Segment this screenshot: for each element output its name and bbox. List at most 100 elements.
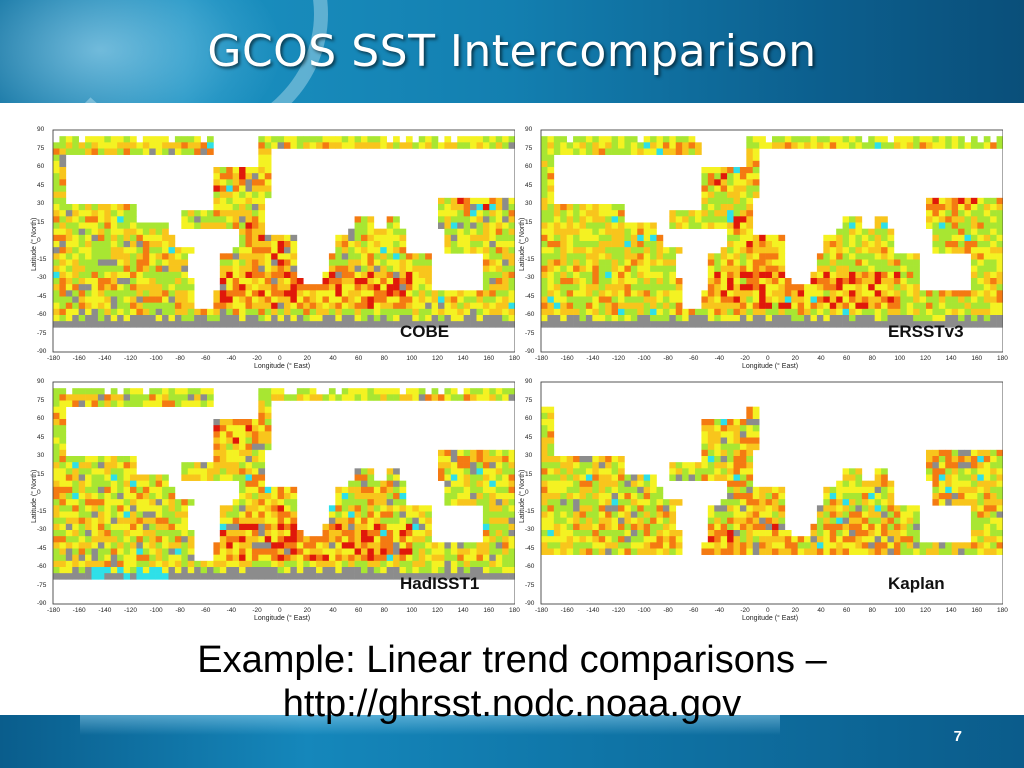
lat-tick-label: -30 xyxy=(525,274,535,281)
panel-label: Kaplan xyxy=(888,574,945,593)
slide-footer xyxy=(0,715,1024,768)
lat-tick-label: 90 xyxy=(37,378,45,385)
lon-tick-label: -40 xyxy=(714,355,725,362)
slide-caption: Example: Linear trend comparisons – http… xyxy=(0,638,1024,726)
slide-title: GCOS SST Intercomparison xyxy=(207,26,817,77)
lon-tick-label: -20 xyxy=(740,355,750,362)
lon-tick-label: 60 xyxy=(843,355,851,362)
lon-tick-label: 40 xyxy=(817,607,825,614)
lon-tick-label: 0 xyxy=(766,355,770,362)
panel-label: ERSSTv3 xyxy=(888,322,964,341)
lon-tick-label: -120 xyxy=(612,355,626,362)
lon-tick-label: 160 xyxy=(971,355,983,362)
lon-tick-label: 160 xyxy=(483,355,495,362)
lat-tick-label: 45 xyxy=(525,433,533,441)
panel-label: COBE xyxy=(400,322,450,341)
y-axis-title: Latitude (° North) xyxy=(31,469,38,523)
lat-tick-label: 0 xyxy=(37,237,41,244)
lon-tick-label: -20 xyxy=(252,607,262,614)
lon-tick-label: 80 xyxy=(868,355,876,362)
y-axis-title: Latitude (° North) xyxy=(519,469,526,523)
lon-tick-label: -20 xyxy=(252,355,262,362)
lon-tick-label: -60 xyxy=(201,355,211,362)
lat-tick-label: 45 xyxy=(525,181,533,189)
lat-tick-label: 60 xyxy=(525,415,533,422)
lat-tick-label: 0 xyxy=(525,489,529,496)
lon-tick-label: 100 xyxy=(894,355,906,362)
lon-tick-label: 180 xyxy=(997,607,1008,614)
lon-tick-label: 20 xyxy=(791,355,799,362)
lon-tick-label: -100 xyxy=(637,607,651,614)
lon-tick-label: 20 xyxy=(303,355,311,362)
map-panel-cobe: 90 75 60 45 30 15 0 -15 -30 -45 -60 -75 -90 -180 -160 -… xyxy=(31,124,520,376)
footer-shine xyxy=(80,715,780,735)
lon-tick-label: 60 xyxy=(843,607,851,614)
lon-tick-label: 120 xyxy=(432,355,443,362)
lat-tick-label: 15 xyxy=(525,218,533,226)
lat-tick-label: -60 xyxy=(525,311,535,318)
x-axis-title: Longitude (° East) xyxy=(742,615,799,622)
map-panel-kaplan: 90 75 60 45 30 15 0 -15 -30 -45 -60 -75 -90 -180 -160 -… xyxy=(519,376,1008,628)
trend-map xyxy=(540,381,1003,605)
lat-tick-label: 60 xyxy=(37,163,45,170)
lat-tick-label: -30 xyxy=(37,274,47,281)
lon-tick-label: -60 xyxy=(689,355,699,362)
lon-tick-label: -140 xyxy=(586,355,600,362)
page-number: 7 xyxy=(953,728,962,745)
lat-tick-label: 30 xyxy=(37,200,45,207)
lat-tick-label: 60 xyxy=(37,415,45,422)
lat-tick-label: 15 xyxy=(525,470,533,478)
lon-tick-label: -80 xyxy=(175,355,185,362)
map-panel-hadisst1: 90 75 60 45 30 15 0 -15 -30 -45 -60 -75 -90 -180 -160 -… xyxy=(31,376,520,628)
lat-tick-label: 15 xyxy=(37,470,45,478)
lat-tick-label: -15 xyxy=(37,255,47,263)
lat-tick-label: -30 xyxy=(37,526,47,533)
lon-tick-label: -100 xyxy=(149,607,163,614)
lat-tick-label: 90 xyxy=(37,126,45,133)
lat-tick-label: 30 xyxy=(525,452,533,459)
lon-tick-label: 20 xyxy=(791,607,799,614)
lat-tick-label: -15 xyxy=(37,507,47,515)
lat-tick-label: -75 xyxy=(525,581,535,589)
lon-tick-label: 80 xyxy=(868,607,876,614)
lon-tick-label: 140 xyxy=(945,607,957,614)
caption-link[interactable]: http://ghrsst.nodc.noaa.gov xyxy=(282,683,742,725)
lat-tick-label: -75 xyxy=(37,329,47,337)
lon-tick-label: -140 xyxy=(586,607,600,614)
lon-tick-label: 180 xyxy=(509,607,520,614)
lon-tick-label: 60 xyxy=(355,607,363,614)
lon-tick-label: 120 xyxy=(920,607,931,614)
lat-tick-label: 75 xyxy=(525,396,533,404)
lat-tick-label: -60 xyxy=(37,563,47,570)
lon-tick-label: 100 xyxy=(894,607,906,614)
lon-tick-label: -40 xyxy=(226,607,237,614)
lon-tick-label: -160 xyxy=(72,355,86,362)
lon-tick-label: 180 xyxy=(509,355,520,362)
lon-tick-label: 20 xyxy=(303,607,311,614)
lon-tick-label: -180 xyxy=(535,607,549,614)
lon-tick-label: -140 xyxy=(98,607,112,614)
lon-tick-label: 0 xyxy=(766,607,770,614)
lat-tick-label: 30 xyxy=(37,452,45,459)
lat-tick-label: -60 xyxy=(37,311,47,318)
lat-tick-label: 75 xyxy=(525,144,533,152)
lon-tick-label: 120 xyxy=(432,607,443,614)
lon-tick-label: -80 xyxy=(175,607,185,614)
lon-tick-label: -120 xyxy=(612,607,626,614)
y-axis-title: Latitude (° North) xyxy=(31,217,38,271)
lat-tick-label: 45 xyxy=(37,433,45,441)
lat-tick-label: -90 xyxy=(37,348,47,355)
lat-tick-label: -45 xyxy=(525,544,535,552)
x-axis-title: Longitude (° East) xyxy=(254,615,311,622)
lon-tick-label: 40 xyxy=(817,355,825,362)
lon-tick-label: 80 xyxy=(380,355,388,362)
lon-tick-label: -160 xyxy=(560,607,574,614)
lon-tick-label: -120 xyxy=(124,355,138,362)
lon-tick-label: -60 xyxy=(689,607,699,614)
trend-map xyxy=(52,129,515,353)
lon-tick-label: -160 xyxy=(72,607,86,614)
lon-tick-label: 60 xyxy=(355,355,363,362)
lon-tick-label: -180 xyxy=(535,355,549,362)
lat-tick-label: -90 xyxy=(37,600,47,607)
lon-tick-label: -80 xyxy=(663,355,673,362)
